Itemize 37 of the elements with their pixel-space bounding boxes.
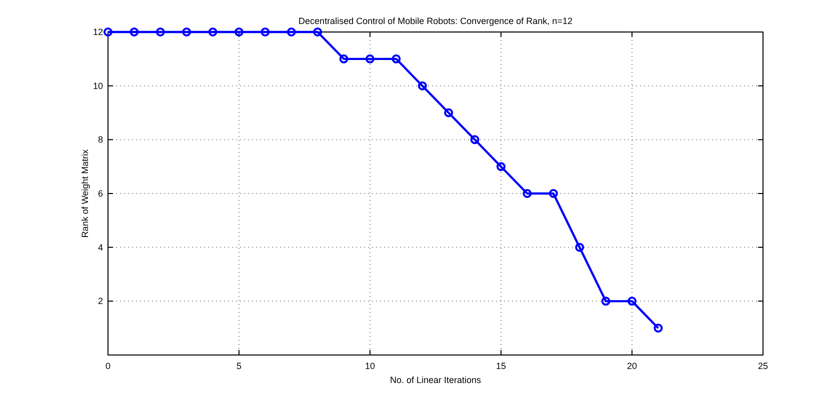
y-tick-label: 4	[98, 242, 103, 252]
y-tick-label: 6	[98, 188, 103, 198]
point	[522, 189, 532, 198]
point	[392, 54, 401, 64]
point	[548, 189, 558, 198]
y-tick-label: 8	[98, 134, 103, 145]
point	[444, 108, 454, 118]
x-tick-label: 20	[626, 361, 638, 371]
point	[156, 28, 165, 36]
point	[130, 28, 139, 36]
x-tick-label: 0	[105, 361, 111, 371]
x-tick-label: 5	[236, 361, 242, 371]
point	[575, 242, 584, 252]
y-axis-title: Rank of Weight Matrix	[80, 148, 90, 238]
y-tick-label: 12	[92, 27, 103, 37]
point	[496, 162, 506, 172]
x-tick-label: 15	[496, 361, 506, 371]
point	[313, 28, 322, 36]
point	[182, 28, 192, 36]
point	[366, 54, 374, 64]
point	[628, 296, 636, 306]
point	[601, 296, 610, 306]
x-tick-label: 25	[758, 361, 768, 371]
x-tick-label: 10	[364, 361, 376, 371]
y-tick-label: 10	[92, 80, 103, 91]
y-tick-label: 2	[98, 296, 103, 306]
chart-title: Decentralised Control of Mobile Robots: Convergence of Rank, n=12	[298, 16, 572, 26]
point	[470, 135, 480, 144]
point	[104, 28, 112, 36]
point	[418, 81, 427, 90]
x-axis-title: No. of Linear Iterations	[390, 375, 482, 385]
point	[260, 28, 270, 36]
point	[234, 28, 244, 36]
point	[208, 28, 218, 36]
point	[339, 54, 348, 64]
point	[654, 324, 663, 333]
point	[286, 28, 296, 36]
